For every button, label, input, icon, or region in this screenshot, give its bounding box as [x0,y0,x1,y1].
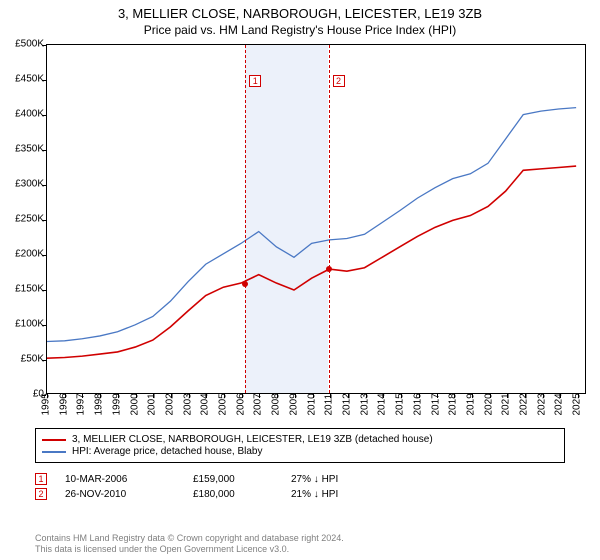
y-tick-label: £500K [0,39,44,50]
y-tick-label: £250K [0,214,44,225]
x-tick-label: 2001 [147,404,158,416]
sale-delta: 21% ↓ HPI [291,489,401,500]
y-tick-label: £350K [0,144,44,155]
sale-date: 26-NOV-2010 [65,489,175,500]
x-tick-label: 1997 [76,404,87,416]
x-tick-label: 2018 [448,404,459,416]
chart-title: 3, MELLIER CLOSE, NARBOROUGH, LEICESTER,… [0,6,600,21]
x-tick-label: 2022 [519,404,530,416]
sale-delta: 27% ↓ HPI [291,474,401,485]
x-tick-label: 2012 [341,404,352,416]
x-tick-label: 2008 [271,404,282,416]
sales-table: 1 10-MAR-2006 £159,000 27% ↓ HPI 2 26-NO… [35,470,565,503]
marker-box: 2 [333,75,345,87]
y-tick-label: £50K [0,354,44,365]
x-tick-label: 2021 [501,404,512,416]
y-tick-label: £100K [0,319,44,330]
series-line-hpi [47,108,576,342]
y-tick-label: £300K [0,179,44,190]
y-tick-label: £0 [0,389,44,400]
marker-vline [245,45,246,393]
y-tick-label: £400K [0,109,44,120]
x-tick-label: 2017 [430,404,441,416]
footer-line: Contains HM Land Registry data © Crown c… [35,533,565,545]
x-tick-label: 2011 [324,404,335,416]
sale-marker-icon: 2 [35,488,47,500]
marker-vline [329,45,330,393]
legend-swatch [42,451,66,453]
y-tick-label: £200K [0,249,44,260]
x-tick-label: 2015 [395,404,406,416]
footer-line: This data is licensed under the Open Gov… [35,544,565,556]
x-tick-label: 1996 [58,404,69,416]
x-tick-label: 2005 [218,404,229,416]
x-tick-label: 2020 [483,404,494,416]
x-tick-label: 2019 [465,404,476,416]
chart-subtitle: Price paid vs. HM Land Registry's House … [0,23,600,37]
x-tick-label: 2016 [412,404,423,416]
legend-row: 3, MELLIER CLOSE, NARBOROUGH, LEICESTER,… [42,434,558,445]
x-tick-label: 2007 [253,404,264,416]
x-tick-label: 2024 [554,404,565,416]
legend-row: HPI: Average price, detached house, Blab… [42,446,558,457]
x-tick-label: 1998 [94,404,105,416]
sale-marker-icon: 1 [35,473,47,485]
series-line-price_paid [47,166,576,358]
marker-box: 1 [249,75,261,87]
legend-label: 3, MELLIER CLOSE, NARBOROUGH, LEICESTER,… [72,434,433,445]
x-tick-label: 2010 [306,404,317,416]
plot-area: 12 [46,44,586,394]
x-tick-label: 2000 [129,404,140,416]
sale-date: 10-MAR-2006 [65,474,175,485]
legend-label: HPI: Average price, detached house, Blab… [72,446,263,457]
sale-price: £159,000 [193,474,273,485]
x-tick-label: 2009 [288,404,299,416]
footer-attribution: Contains HM Land Registry data © Crown c… [35,533,565,556]
x-tick-label: 2004 [200,404,211,416]
legend-swatch [42,439,66,441]
x-tick-label: 2013 [359,404,370,416]
y-tick-label: £450K [0,74,44,85]
x-tick-label: 2014 [377,404,388,416]
x-tick-label: 2025 [572,404,583,416]
x-tick-label: 1999 [111,404,122,416]
chart-container: 3, MELLIER CLOSE, NARBOROUGH, LEICESTER,… [0,0,600,560]
legend-box: 3, MELLIER CLOSE, NARBOROUGH, LEICESTER,… [35,428,565,463]
sale-price: £180,000 [193,489,273,500]
sale-row: 1 10-MAR-2006 £159,000 27% ↓ HPI [35,473,565,485]
marker-dot [326,266,332,272]
x-tick-label: 2002 [164,404,175,416]
x-tick-label: 2023 [536,404,547,416]
title-block: 3, MELLIER CLOSE, NARBOROUGH, LEICESTER,… [0,0,600,37]
chart-lines [47,45,585,393]
x-tick-label: 2003 [182,404,193,416]
marker-dot [242,281,248,287]
x-tick-label: 2006 [235,404,246,416]
y-tick-label: £150K [0,284,44,295]
x-tick-label: 1995 [41,404,52,416]
sale-row: 2 26-NOV-2010 £180,000 21% ↓ HPI [35,488,565,500]
